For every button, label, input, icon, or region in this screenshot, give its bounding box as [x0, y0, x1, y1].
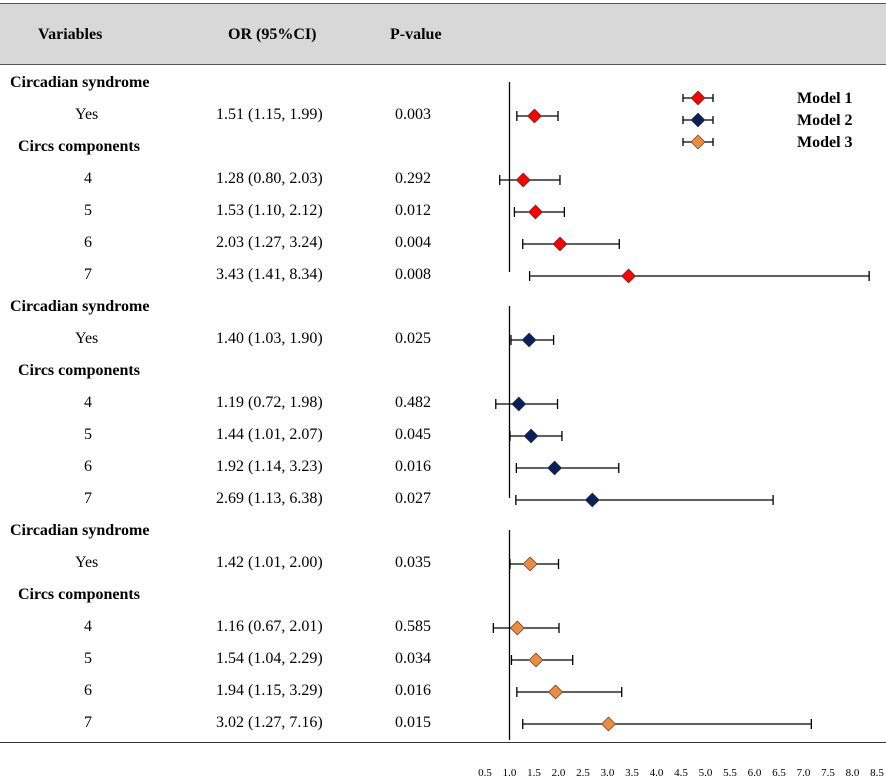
p-value: 0.027 [395, 490, 431, 507]
x-tick-label: 8.0 [846, 767, 860, 779]
point-estimate-diamond [523, 428, 539, 444]
point-estimate-diamond [547, 460, 563, 476]
x-tick-label: 5.0 [699, 767, 713, 779]
legend-marker [690, 112, 706, 128]
p-value: 0.008 [395, 266, 431, 283]
p-value: 0.034 [395, 650, 431, 667]
x-tick-label: 2.0 [552, 767, 566, 779]
or-ci-value: 1.44 (1.01, 2.07) [216, 426, 323, 443]
x-tick-label: 3.5 [625, 767, 639, 779]
point-estimate-diamond [522, 556, 538, 572]
row-label: 5 [84, 202, 92, 219]
p-value: 0.016 [395, 458, 431, 475]
row-label: 6 [84, 682, 92, 699]
p-value: 0.482 [395, 394, 431, 411]
x-tick-label: 5.5 [723, 767, 737, 779]
point-estimate-diamond [509, 620, 525, 636]
table-header: Variables OR (95%CI) P-value [0, 3, 886, 65]
or-ci-value: 1.40 (1.03, 1.90) [216, 330, 323, 347]
x-tick-label: 1.5 [527, 767, 541, 779]
row-label: Yes [75, 554, 99, 571]
or-ci-value: 3.02 (1.27, 7.16) [216, 714, 323, 731]
p-value: 0.004 [395, 234, 431, 251]
or-ci-value: 1.51 (1.15, 1.99) [216, 106, 323, 123]
p-value: 0.045 [395, 426, 431, 443]
p-value: 0.035 [395, 554, 431, 571]
bottom-rule [0, 742, 886, 743]
p-value: 0.003 [395, 106, 431, 123]
legend-marker [690, 90, 706, 106]
or-ci-value: 1.94 (1.15, 3.29) [216, 682, 323, 699]
point-estimate-diamond [521, 332, 537, 348]
or-ci-value: 1.92 (1.14, 3.23) [216, 458, 323, 475]
x-tick-label: 6.5 [772, 767, 786, 779]
point-estimate-diamond [584, 492, 600, 508]
point-estimate-diamond [515, 172, 531, 188]
x-tick-label: 7.5 [821, 767, 835, 779]
row-label: 5 [84, 426, 92, 443]
row-label: 4 [84, 618, 92, 635]
x-tick-label: 4.5 [674, 767, 688, 779]
row-label: 6 [84, 234, 92, 251]
row-label: 7 [84, 490, 92, 507]
x-tick-label: 6.0 [748, 767, 762, 779]
point-estimate-diamond [528, 652, 544, 668]
row-label: Yes [75, 106, 99, 123]
or-ci-value: 1.42 (1.01, 2.00) [216, 554, 323, 571]
point-estimate-diamond [552, 236, 568, 252]
or-ci-value: 1.16 (0.67, 2.01) [216, 618, 323, 635]
point-estimate-diamond [601, 716, 616, 732]
x-tick-label: 7.0 [797, 767, 811, 779]
section-label: Circadian syndrome [10, 522, 150, 539]
x-tick-label: 1.0 [503, 767, 517, 779]
section-label: Circadian syndrome [10, 298, 150, 315]
x-tick-label: 2.5 [576, 767, 590, 779]
row-label: Yes [75, 330, 99, 347]
or-ci-value: 1.54 (1.04, 2.29) [216, 650, 323, 667]
or-ci-value: 1.28 (0.80, 2.03) [216, 170, 323, 187]
legend-marker [690, 134, 706, 150]
row-label: 7 [84, 714, 92, 731]
header-variables: Variables [38, 26, 103, 43]
header-p-value: P-value [390, 26, 442, 43]
point-estimate-diamond [527, 108, 542, 124]
row-label: 6 [84, 458, 92, 475]
or-ci-value: 1.19 (0.72, 1.98) [216, 394, 323, 411]
point-estimate-diamond [528, 204, 543, 220]
or-ci-value: 3.43 (1.41, 8.34) [216, 266, 323, 283]
x-tick-label: 4.0 [650, 767, 664, 779]
section-label: Circs components [18, 586, 140, 603]
x-tick-label: 3.0 [601, 767, 615, 779]
p-value: 0.585 [395, 618, 431, 635]
or-ci-value: 2.69 (1.13, 6.38) [216, 490, 323, 507]
row-label: 7 [84, 266, 92, 283]
or-ci-value: 2.03 (1.27, 3.24) [216, 234, 323, 251]
p-value: 0.015 [395, 714, 431, 731]
p-value: 0.012 [395, 202, 431, 219]
legend-label: Model 3 [797, 134, 853, 151]
point-estimate-diamond [511, 396, 527, 412]
x-tick-label: 0.5 [478, 767, 492, 779]
legend-label: Model 2 [797, 112, 853, 129]
p-value: 0.025 [395, 330, 431, 347]
section-label: Circadian syndrome [10, 74, 150, 91]
legend-label: Model 1 [797, 90, 853, 107]
section-label: Circs components [18, 138, 140, 155]
p-value: 0.292 [395, 170, 431, 187]
row-label: 4 [84, 170, 92, 187]
section-label: Circs components [18, 362, 140, 379]
point-estimate-diamond [621, 268, 636, 284]
x-tick-label: 8.5 [870, 767, 884, 779]
or-ci-value: 1.53 (1.10, 2.12) [216, 202, 323, 219]
p-value: 0.016 [395, 682, 431, 699]
point-estimate-diamond [548, 684, 563, 700]
header-or: OR (95%CI) [228, 26, 317, 43]
row-label: 5 [84, 650, 92, 667]
row-label: 4 [84, 394, 92, 411]
